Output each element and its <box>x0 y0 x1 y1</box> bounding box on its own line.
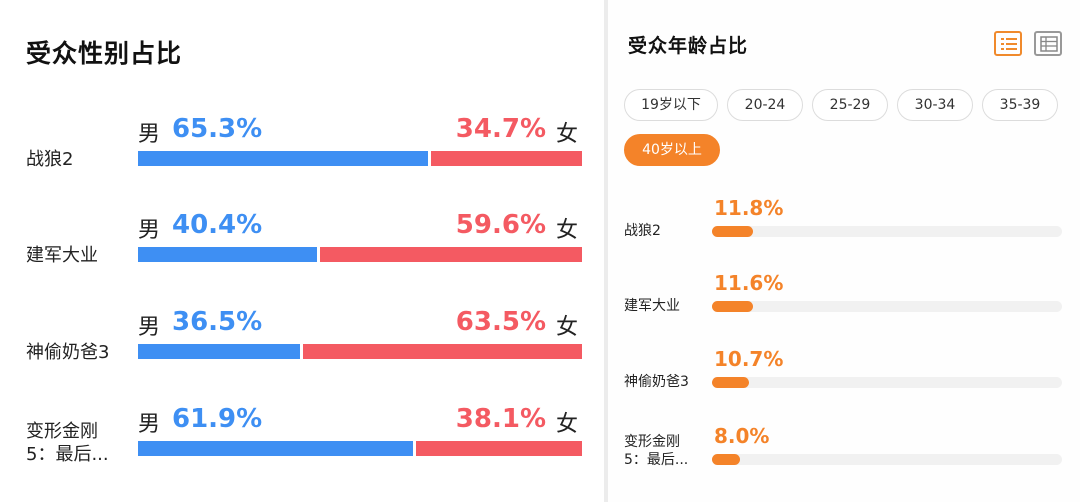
male-label: 男 <box>138 412 161 437</box>
age-row: 神偷奶爸3 10.7% <box>608 347 1080 407</box>
female-label: 女 <box>556 122 579 147</box>
gender-bar <box>138 247 582 262</box>
age-bar-fill <box>712 226 753 237</box>
movie-name: 神偷奶爸3 <box>624 374 689 390</box>
movie-name: 变形金刚 5：最后... <box>624 434 689 468</box>
age-chip[interactable]: 30-34 <box>897 89 973 121</box>
female-bar <box>303 344 582 359</box>
table-view-button[interactable] <box>1034 31 1062 56</box>
female-label: 女 <box>556 412 579 437</box>
male-bar <box>138 441 413 456</box>
gender-row: 变形金刚 5：最后... 男 61.9% 38.1% 女 <box>0 404 604 486</box>
list-view-icon <box>1001 38 1017 50</box>
female-bar <box>431 151 582 166</box>
female-percent: 34.7% <box>455 114 546 144</box>
movie-name: 战狼2 <box>26 149 74 170</box>
male-percent: 40.4% <box>172 210 263 240</box>
gender-row: 战狼2 男 65.3% 34.7% 女 <box>0 114 604 196</box>
age-chip[interactable]: 35-39 <box>982 89 1058 121</box>
age-panel: 受众年龄占比 19岁以下 20-24 25-29 30-34 35-39 40岁以上 战狼… <box>608 0 1080 502</box>
age-chip[interactable]: 40岁以上 <box>624 134 720 166</box>
male-label: 男 <box>138 315 161 340</box>
age-percent: 11.8% <box>714 196 784 220</box>
male-bar <box>138 247 317 262</box>
female-bar <box>320 247 582 262</box>
movie-name: 战狼2 <box>624 223 661 239</box>
male-percent: 36.5% <box>172 307 263 337</box>
age-title: 受众年龄占比 <box>628 35 749 57</box>
gender-bar <box>138 441 582 456</box>
female-percent: 59.6% <box>455 210 546 240</box>
movie-name: 神偷奶爸3 <box>26 342 110 363</box>
age-row: 建军大业 11.6% <box>608 271 1080 331</box>
age-chip[interactable]: 25-29 <box>812 89 888 121</box>
age-chip[interactable]: 20-24 <box>727 89 803 121</box>
movie-name: 建军大业 <box>26 245 98 266</box>
female-bar <box>416 441 582 456</box>
gender-bar <box>138 344 582 359</box>
female-percent: 63.5% <box>455 307 546 337</box>
age-percent: 11.6% <box>714 271 784 295</box>
movie-name: 变形金刚 5：最后... <box>26 421 109 465</box>
age-bar-track <box>712 377 1062 388</box>
movie-name: 建军大业 <box>624 298 680 314</box>
age-bar-fill <box>712 377 749 388</box>
gender-bar <box>138 151 582 166</box>
age-bar-track <box>712 454 1062 465</box>
age-bar-fill <box>712 454 740 465</box>
age-bar-track <box>712 226 1062 237</box>
age-bar-track <box>712 301 1062 312</box>
male-bar <box>138 151 428 166</box>
age-row: 战狼2 11.8% <box>608 196 1080 256</box>
age-percent: 10.7% <box>714 347 784 371</box>
gender-title: 受众性别占比 <box>26 39 183 68</box>
age-bar-fill <box>712 301 753 312</box>
female-label: 女 <box>556 218 579 243</box>
male-label: 男 <box>138 218 161 243</box>
table-view-icon <box>1040 36 1058 52</box>
age-percent: 8.0% <box>714 424 770 448</box>
female-percent: 38.1% <box>455 404 546 434</box>
male-bar <box>138 344 300 359</box>
male-percent: 61.9% <box>172 404 263 434</box>
gender-row: 神偷奶爸3 男 36.5% 63.5% 女 <box>0 307 604 389</box>
male-percent: 65.3% <box>172 114 263 144</box>
male-label: 男 <box>138 122 161 147</box>
female-label: 女 <box>556 315 579 340</box>
gender-row: 建军大业 男 40.4% 59.6% 女 <box>0 210 604 292</box>
gender-panel: 受众性别占比 战狼2 男 65.3% 34.7% 女建军大业男 40.4% 59.6% 女神偷… <box>0 0 604 502</box>
age-chip[interactable]: 19岁以下 <box>624 89 718 121</box>
list-view-button[interactable] <box>994 31 1022 56</box>
age-row: 变形金刚 5：最后... 8.0% <box>608 424 1080 484</box>
